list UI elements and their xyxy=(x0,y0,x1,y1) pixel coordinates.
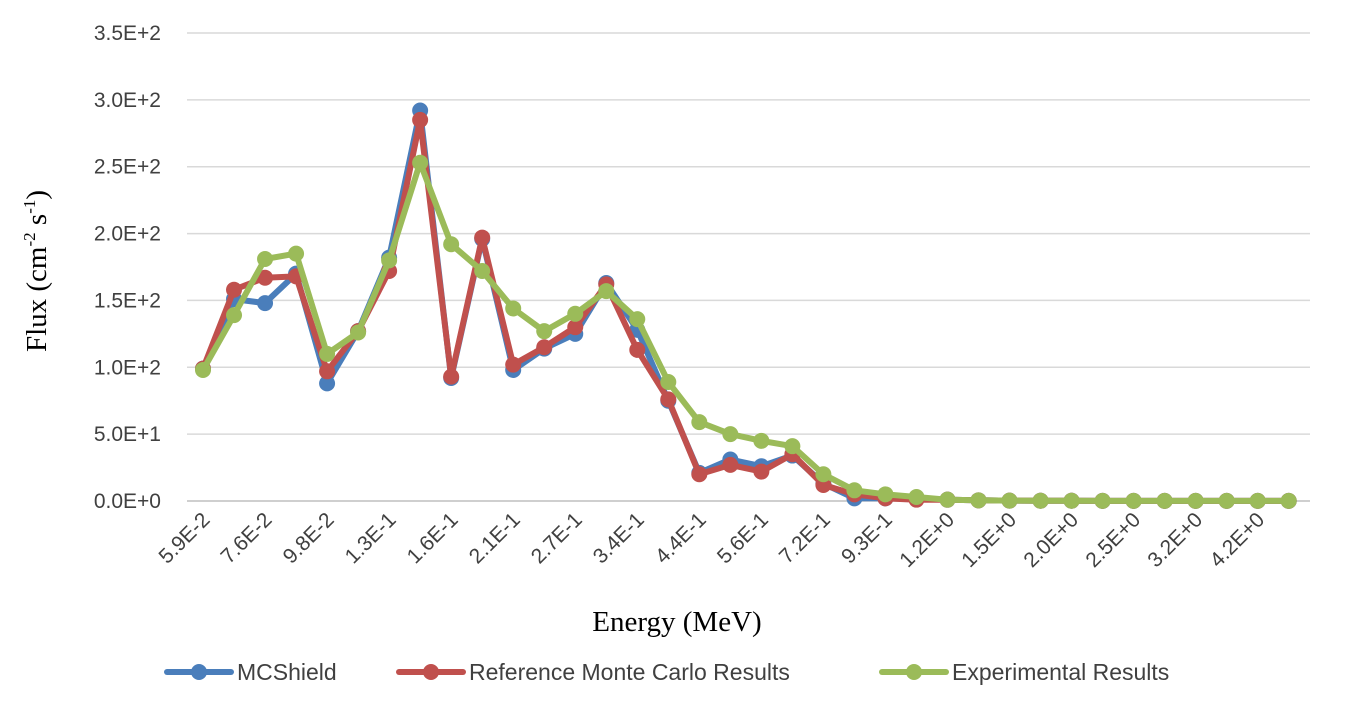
data-point xyxy=(474,263,491,280)
data-point xyxy=(753,432,770,449)
data-point xyxy=(412,111,429,128)
data-point xyxy=(257,269,274,286)
data-point xyxy=(691,466,708,483)
data-point xyxy=(1125,492,1142,509)
y-tick-label: 3.0E+2 xyxy=(94,89,161,112)
data-point xyxy=(846,482,863,499)
data-point xyxy=(1249,492,1266,509)
y-tick-label: 2.0E+2 xyxy=(94,223,161,246)
y-axis-title-sup2: -1 xyxy=(20,200,39,214)
y-tick-label: 2.5E+2 xyxy=(94,156,161,179)
data-point xyxy=(443,368,460,385)
data-point xyxy=(1094,492,1111,509)
data-point xyxy=(536,339,553,356)
data-point xyxy=(319,363,336,380)
data-point xyxy=(319,345,336,362)
data-point xyxy=(350,324,367,341)
data-point xyxy=(1187,492,1204,509)
y-axis-title-mid: s xyxy=(21,214,53,233)
data-point xyxy=(505,356,522,373)
series-2 xyxy=(195,154,1297,509)
legend-swatch-marker xyxy=(423,664,439,680)
legend-item: MCShield xyxy=(164,659,337,685)
data-point xyxy=(474,229,491,246)
data-point xyxy=(1280,492,1297,509)
data-point xyxy=(691,414,708,431)
data-point xyxy=(567,319,584,336)
y-tick-label: 1.0E+2 xyxy=(94,356,161,379)
data-point xyxy=(381,252,398,269)
y-tick-label: 1.5E+2 xyxy=(94,289,161,312)
data-point xyxy=(660,391,677,408)
data-point xyxy=(908,488,925,505)
legend-label: Reference Monte Carlo Results xyxy=(469,659,790,685)
legend: MCShield Reference Monte Carlo Results Exp… xyxy=(164,659,1169,685)
y-axis-title: Flux (cm-2 s-1) xyxy=(20,190,53,352)
data-point xyxy=(1063,492,1080,509)
data-point xyxy=(598,283,615,300)
legend-item: Experimental Results xyxy=(879,659,1169,685)
y-axis-title-sup1: -2 xyxy=(20,232,39,246)
data-point xyxy=(722,426,739,443)
data-point xyxy=(629,311,646,328)
y-axis-title-base: Flux (cm xyxy=(21,246,53,352)
data-point xyxy=(1218,492,1235,509)
data-point xyxy=(412,154,429,171)
data-point xyxy=(226,307,243,324)
legend-swatch-marker xyxy=(906,664,922,680)
x-axis-title: Energy (MeV) xyxy=(592,606,761,638)
plot-series xyxy=(195,102,1297,509)
data-point xyxy=(567,305,584,322)
data-point xyxy=(939,491,956,508)
y-axis-title-end: ) xyxy=(21,190,53,200)
data-point xyxy=(536,323,553,340)
legend-label: MCShield xyxy=(237,659,337,685)
data-point xyxy=(660,373,677,390)
data-point xyxy=(877,486,894,503)
y-tick-label: 3.5E+2 xyxy=(94,22,161,45)
data-point xyxy=(257,295,274,312)
y-tick-label: 5.0E+1 xyxy=(94,423,161,446)
data-point xyxy=(319,375,336,392)
data-point xyxy=(1001,492,1018,509)
legend-item: Reference Monte Carlo Results xyxy=(396,659,790,685)
data-point xyxy=(784,438,801,455)
data-point xyxy=(1032,492,1049,509)
data-point xyxy=(505,300,522,317)
data-point xyxy=(288,245,305,262)
legend-label: Experimental Results xyxy=(952,659,1169,685)
data-point xyxy=(257,250,274,267)
data-point xyxy=(629,341,646,358)
data-point xyxy=(970,492,987,509)
legend-swatch-marker xyxy=(191,664,207,680)
y-tick-label: 0.0E+0 xyxy=(94,490,161,513)
data-point xyxy=(226,281,243,298)
data-point xyxy=(753,463,770,480)
data-point xyxy=(1156,492,1173,509)
y-axis-ticks: 0.0E+0 5.0E+1 1.0E+2 1.5E+2 2.0E+2 2.5E+2 3.0E… xyxy=(94,22,161,513)
data-point xyxy=(815,466,832,483)
data-point xyxy=(722,456,739,473)
data-point xyxy=(443,236,460,253)
data-point xyxy=(195,361,211,378)
